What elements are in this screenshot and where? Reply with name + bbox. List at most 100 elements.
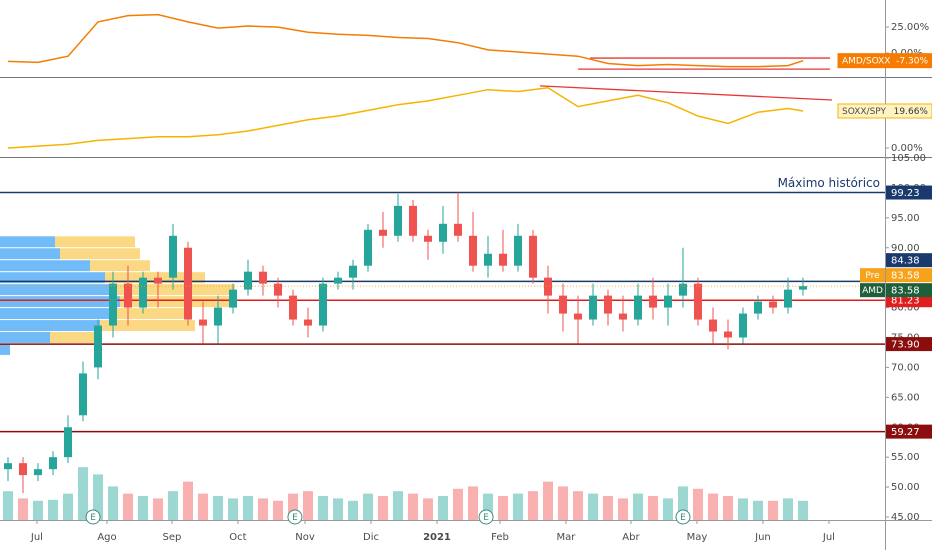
y-tick-label: 45.00 <box>891 512 920 523</box>
y-tick-label: 80.00 <box>891 303 920 314</box>
volume-bar <box>227 498 238 520</box>
volume-bar <box>212 496 223 520</box>
level-label: 84.38 <box>891 256 920 267</box>
earnings-marker <box>675 509 691 525</box>
price-tag-bg <box>886 283 932 298</box>
volume-bar <box>137 496 148 520</box>
volume-profile-down <box>120 296 235 308</box>
candle-body <box>798 286 807 290</box>
candle-body <box>528 235 537 278</box>
level-badge <box>886 337 932 352</box>
candle-body <box>753 301 762 314</box>
volume-profile-up <box>0 320 100 332</box>
earnings-marker <box>287 509 303 525</box>
volume-profile-down <box>60 248 140 260</box>
volume-bar <box>722 496 733 520</box>
volume-bar <box>707 493 718 520</box>
x-tick-label: Mar <box>557 532 577 543</box>
candle-body <box>633 295 642 320</box>
x-tick-label: Abr <box>622 532 640 543</box>
candle-body <box>258 271 267 284</box>
candle-body <box>438 223 447 242</box>
x-tick-label: May <box>687 532 708 543</box>
volume-profile-down <box>55 236 135 248</box>
candle-body <box>63 427 72 458</box>
earnings-label: E <box>292 513 298 523</box>
volume-bar <box>242 496 253 520</box>
candle-body <box>483 253 492 266</box>
candle-body <box>378 229 387 236</box>
trend-line <box>540 85 832 101</box>
volume-profile-up <box>0 343 10 355</box>
candle-body <box>168 235 177 278</box>
last-value-badge <box>837 53 932 69</box>
candle-body <box>408 205 417 236</box>
candle-body <box>603 295 612 314</box>
x-tick-label: Oct <box>229 532 246 543</box>
y-tick-label: 65.00 <box>891 392 920 403</box>
volume-bar <box>257 498 268 520</box>
price-tag-name: AMD <box>862 286 883 296</box>
volume-profile-up <box>0 284 110 296</box>
y-tick-label: 90.00 <box>891 243 920 254</box>
volume-bar <box>677 486 688 520</box>
x-tick-label: Feb <box>491 532 509 543</box>
candle-body <box>18 463 27 476</box>
volume-profile-up <box>0 272 105 284</box>
candle-body <box>3 463 12 470</box>
candle-body <box>723 331 732 338</box>
candle-body <box>198 319 207 326</box>
volume-profile-down <box>50 332 95 343</box>
candle-body <box>33 469 42 476</box>
candle-body <box>273 283 282 296</box>
x-tick-label: Jun <box>754 532 771 543</box>
volume-bar <box>557 486 568 520</box>
volume-bar <box>377 496 388 520</box>
series-last-label: 19.66% <box>894 107 929 117</box>
volume-bar <box>347 500 358 520</box>
candle-body <box>228 289 237 308</box>
y-tick-label: 105.00 <box>891 153 926 164</box>
x-tick-label: Jul <box>30 532 43 543</box>
x-tick-label: Ago <box>97 532 116 543</box>
volume-profile-up <box>0 296 120 308</box>
volume-bar <box>632 493 643 520</box>
candle-body <box>648 295 657 308</box>
candle-body <box>348 265 357 278</box>
level-label: 99.23 <box>891 188 920 199</box>
volume-bar <box>122 493 133 520</box>
price-tag-name-bg <box>860 283 885 298</box>
candle-body <box>558 295 567 314</box>
x-tick-label: Jul <box>822 532 835 543</box>
y-tick-label: 55.00 <box>891 452 920 463</box>
earnings-marker <box>85 509 101 525</box>
candle-body <box>123 283 132 308</box>
candle-body <box>588 295 597 320</box>
candle-body <box>678 283 687 296</box>
volume-bar <box>287 493 298 520</box>
candle-body <box>768 301 777 308</box>
candle-body <box>543 277 552 296</box>
y-tick-label: 95.00 <box>891 213 920 224</box>
volume-bar <box>437 496 448 520</box>
volume-profile-up <box>0 308 110 320</box>
candle-body <box>108 283 117 326</box>
price-tag-bg <box>886 268 932 283</box>
candle-body <box>693 283 702 320</box>
y-tick-label: 0.00% <box>891 143 923 154</box>
volume-bar <box>617 498 628 520</box>
earnings-label: E <box>483 513 489 523</box>
y-tick-label: 70.00 <box>891 362 920 373</box>
volume-bar <box>47 499 58 520</box>
volume-bar <box>782 498 793 520</box>
candle-body <box>288 295 297 320</box>
volume-bar <box>272 500 283 520</box>
candle-body <box>138 277 147 308</box>
volume-bar <box>197 493 208 520</box>
volume-profile-down <box>90 260 150 272</box>
volume-bar <box>467 486 478 520</box>
price-tag-name: Pre <box>865 271 880 281</box>
level-label: 73.90 <box>891 340 920 351</box>
volume-bar <box>2 491 13 520</box>
